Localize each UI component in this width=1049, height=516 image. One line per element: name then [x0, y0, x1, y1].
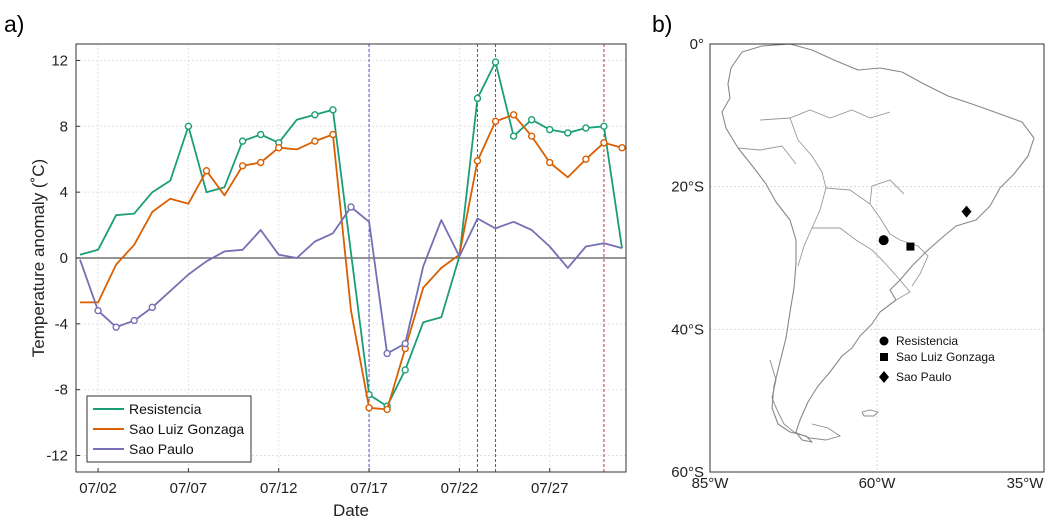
- data-point-resistencia: [473, 94, 482, 103]
- event-lines: [368, 44, 605, 472]
- data-point-sao-paulo: [130, 316, 138, 325]
- data-point-resistencia: [600, 122, 608, 131]
- data-point-sao-luiz-gonzaga: [311, 137, 319, 145]
- x-tick-label: 07/22: [441, 480, 479, 497]
- legend-circle-icon: [879, 336, 889, 346]
- data-point-resistencia: [311, 111, 319, 119]
- data-point-resistencia: [491, 58, 500, 66]
- data-point-sao-luiz-gonzaga: [365, 404, 373, 412]
- map-legend-resistencia: Resistencia: [896, 334, 958, 348]
- data-point-resistencia: [184, 122, 193, 131]
- x-tick-label: 07/27: [531, 480, 569, 497]
- data-point-sao-luiz-gonzaga: [509, 111, 518, 119]
- map-lat-tick-label: 20°S: [671, 179, 704, 196]
- continent-outline: [721, 43, 1035, 443]
- falkland-islands: [861, 409, 879, 417]
- data-point-resistencia: [564, 129, 572, 137]
- series-resistencia: [79, 58, 623, 410]
- map-legend: Resistencia Sao Luiz Gonzaga Sao Paulo: [879, 334, 995, 384]
- map-frame: [709, 43, 1045, 473]
- station-marker-sao-paulo: [961, 205, 972, 218]
- map-lat-tick-label: 0°: [690, 36, 704, 53]
- x-tick-labels: 07/02 07/07 07/12 07/17 07/22 07/27: [79, 468, 569, 497]
- station-markers: [878, 205, 972, 251]
- legend-label-sao-luiz-gonzaga: Sao Luiz Gonzaga: [129, 421, 244, 437]
- y-tick-label: 0: [60, 250, 68, 267]
- data-point-sao-luiz-gonzaga: [202, 167, 211, 175]
- country-borders: [737, 109, 929, 301]
- legend-label-sao-paulo: Sao Paulo: [129, 441, 194, 457]
- data-point-sao-luiz-gonzaga: [491, 117, 500, 126]
- south-america-map: Resistencia Sao Luiz Gonzaga Sao Paulo 8…: [671, 36, 1045, 492]
- data-point-sao-paulo: [112, 323, 120, 331]
- data-point-sao-luiz-gonzaga: [238, 162, 247, 170]
- data-point-resistencia: [329, 106, 337, 114]
- map-tick-labels: 85°W 60°W 35°W 0° 20°S 40°S 60°S: [671, 36, 1044, 492]
- legend-label-resistencia: Resistencia: [129, 401, 202, 417]
- data-point-resistencia: [401, 366, 409, 374]
- tierra-del-fuego: [769, 359, 842, 441]
- station-marker-sao-luiz-gonzaga: [906, 242, 915, 251]
- x-tick-label: 07/17: [350, 480, 388, 497]
- map-lat-tick-label: 60°S: [671, 464, 704, 481]
- data-point-sao-luiz-gonzaga: [329, 130, 337, 139]
- station-marker-resistencia: [878, 235, 889, 246]
- map-lon-tick-label: 85°W: [692, 475, 730, 492]
- y-tick-label: 4: [60, 184, 68, 201]
- data-point-sao-luiz-gonzaga: [275, 144, 283, 152]
- data-point-sao-paulo: [383, 349, 391, 358]
- data-point-sao-luiz-gonzaga: [600, 139, 608, 147]
- data-point-resistencia: [527, 116, 536, 124]
- map-lat-tick-label: 40°S: [671, 321, 704, 338]
- x-axis-label: Date: [333, 501, 369, 516]
- x-tick-label: 07/02: [79, 480, 117, 497]
- y-tick-labels: -12 -8 -4 0 4 8 12: [46, 52, 80, 465]
- panel-b-label: b): [652, 11, 672, 37]
- y-tick-label: 8: [60, 118, 68, 135]
- data-point-sao-paulo: [401, 339, 409, 348]
- y-tick-label: -8: [55, 382, 68, 399]
- legend-diamond-icon: [879, 371, 889, 383]
- data-point-resistencia: [256, 130, 265, 139]
- data-point-sao-paulo: [148, 303, 156, 312]
- map-lon-tick-label: 35°W: [1007, 475, 1045, 492]
- data-point-sao-luiz-gonzaga: [527, 132, 536, 140]
- y-tick-label: -12: [46, 448, 68, 465]
- data-point-resistencia: [546, 125, 554, 134]
- map-legend-sao-luiz-gonzaga: Sao Luiz Gonzaga: [896, 350, 995, 364]
- data-point-sao-paulo: [94, 306, 102, 315]
- y-tick-label: -4: [55, 316, 68, 333]
- data-point-sao-luiz-gonzaga: [582, 155, 590, 163]
- series-sao-paulo: [79, 203, 623, 358]
- data-point-resistencia: [582, 124, 590, 132]
- panel-a-label: a): [4, 11, 24, 37]
- legend-square-icon: [880, 353, 888, 361]
- y-tick-label: 12: [51, 52, 68, 69]
- series-sao-luiz-gonzaga: [80, 111, 626, 414]
- series-group: [79, 58, 626, 414]
- x-tick-label: 07/12: [260, 480, 298, 497]
- y-axis-label: Temperature anomaly (˚C): [29, 159, 48, 357]
- map-legend-sao-paulo: Sao Paulo: [896, 370, 952, 384]
- data-point-sao-luiz-gonzaga: [256, 158, 265, 167]
- legend: Resistencia Sao Luiz Gonzaga Sao Paulo: [86, 395, 252, 463]
- data-point-resistencia: [238, 137, 247, 145]
- temperature-anomaly-chart: 07/02 07/07 07/12 07/17 07/22 07/27 -12 -8 -4 0 4…: [29, 43, 627, 516]
- map-lon-tick-label: 60°W: [859, 475, 897, 492]
- x-tick-label: 07/07: [170, 480, 208, 497]
- data-point-resistencia: [509, 132, 518, 140]
- data-point-sao-luiz-gonzaga: [546, 158, 554, 167]
- data-point-sao-luiz-gonzaga: [383, 405, 391, 414]
- data-point-sao-paulo: [347, 203, 355, 211]
- data-point-sao-luiz-gonzaga: [473, 157, 482, 165]
- data-point-sao-luiz-gonzaga: [618, 144, 626, 152]
